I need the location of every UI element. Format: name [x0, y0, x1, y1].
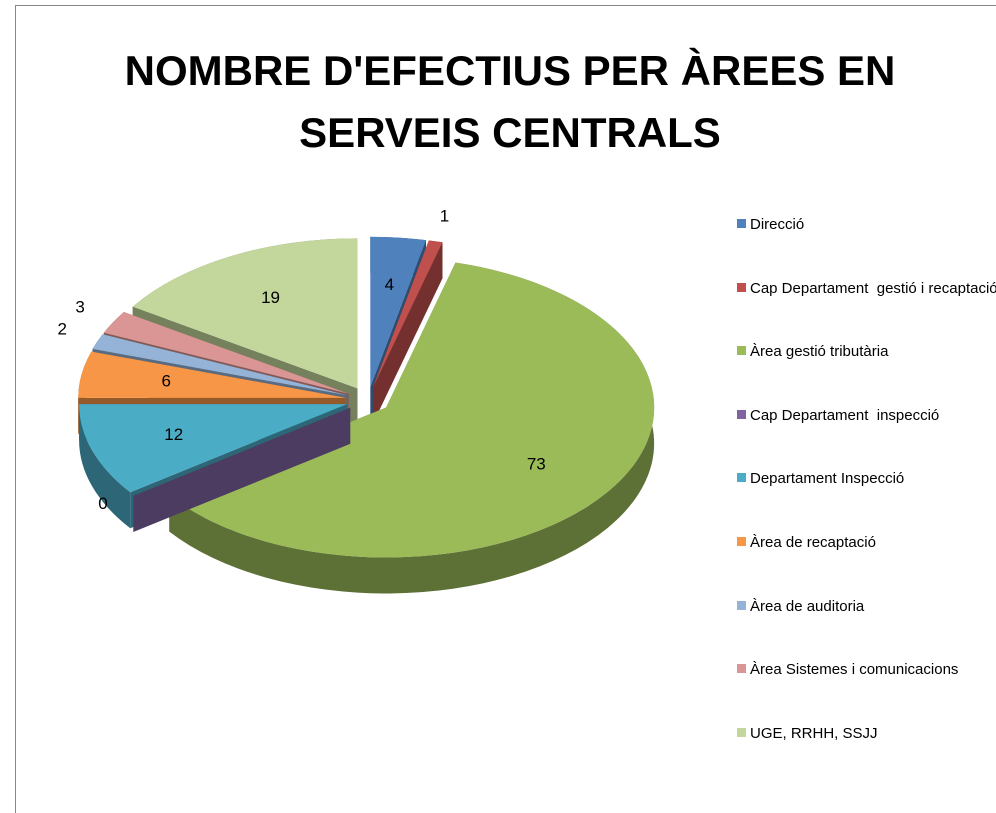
legend-item: Direcció — [737, 214, 996, 236]
slice-side — [79, 404, 131, 529]
legend-item: Àrea de recaptació — [737, 532, 996, 554]
slice — [103, 312, 349, 394]
legend-swatch — [737, 537, 746, 546]
slice — [92, 334, 348, 396]
data-label: 6 — [162, 371, 171, 390]
slice — [373, 240, 443, 388]
slice — [370, 236, 427, 387]
data-label: 0 — [98, 494, 107, 513]
legend-label: Àrea gestió tributària — [750, 343, 889, 361]
slice-wall — [133, 407, 351, 532]
data-label: 19 — [261, 288, 280, 307]
legend-swatch — [737, 727, 746, 737]
legend-label: Cap Departament gestió i recaptació — [750, 279, 996, 297]
data-label: 4 — [385, 275, 394, 294]
data-label: 1 — [440, 206, 449, 225]
legend-label: Àrea de recaptació — [750, 534, 876, 551]
legend-item: Departament Inspecció — [737, 468, 996, 490]
legend-swatch — [737, 473, 746, 483]
legend-item: Àrea Sistemes i comunicacions — [737, 659, 996, 681]
chart-title: NOMBRE D'EFECTIUS PER ÀREES EN SERVEIS C… — [124, 47, 896, 156]
data-label: 2 — [57, 319, 66, 338]
legend-label: Direcció — [750, 216, 805, 233]
legend-item: UGE, RRHH, SSJJ — [737, 723, 996, 745]
slice — [79, 404, 348, 493]
legend-item: Àrea de auditoria — [737, 596, 996, 618]
legend-swatch — [737, 600, 746, 610]
legend-item: Cap Departament gestió i recaptació — [737, 278, 996, 300]
slice — [78, 351, 347, 398]
data-label: 12 — [164, 425, 183, 444]
legend-swatch — [737, 346, 746, 356]
legend-item: Àrea gestió tributària — [737, 341, 996, 363]
legend-label: Departament Inspecció — [750, 470, 905, 488]
slice — [169, 262, 655, 558]
slice-wall — [373, 242, 443, 424]
data-label: 73 — [527, 455, 546, 474]
data-label: 3 — [75, 298, 84, 317]
legend-swatch — [737, 409, 746, 419]
slice — [132, 238, 358, 389]
legend-label: UGE, RRHH, SSJJ — [750, 724, 878, 742]
legend-label: Àrea de auditoria — [750, 597, 865, 615]
chart-frame — [15, 5, 996, 813]
legend-label: Cap Departament inspecció — [750, 406, 940, 424]
legend-swatch — [737, 664, 746, 674]
legend-label: Àrea Sistemes i comunicacions — [750, 661, 959, 679]
legend-swatch — [737, 282, 746, 292]
legend-swatch — [737, 219, 746, 228]
legend-item: Cap Departament inspecció — [737, 405, 996, 427]
